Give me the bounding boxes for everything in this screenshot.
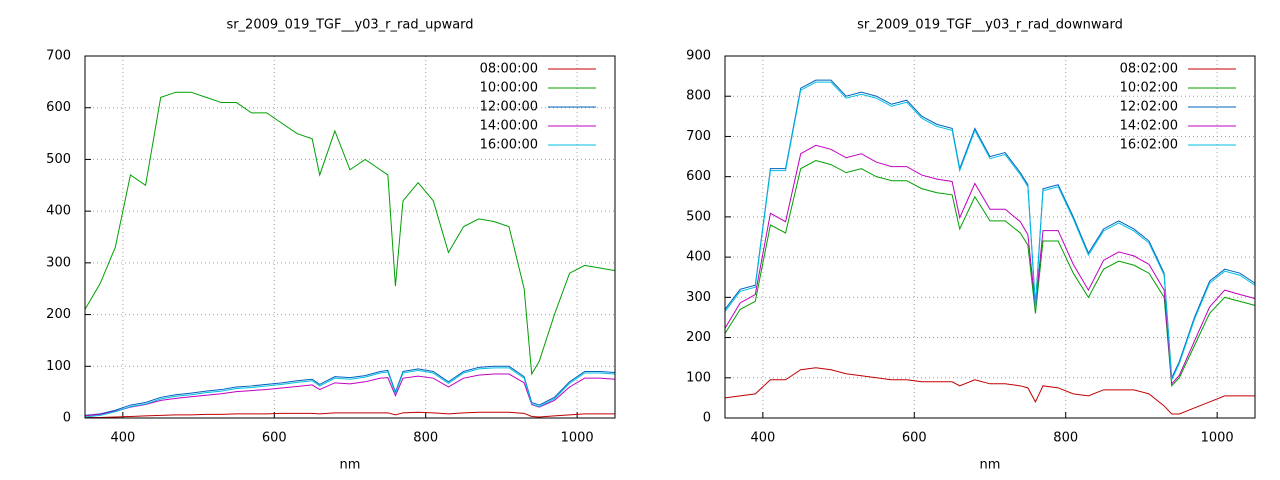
legend-label: 14:02:00 [1120, 119, 1178, 134]
plot-frame [84, 55, 616, 419]
legend-label: 16:02:00 [1120, 138, 1178, 153]
y-tick-label: 200 [686, 330, 711, 345]
legend-label: 08:02:00 [1120, 62, 1178, 77]
y-tick-label: 100 [46, 359, 71, 374]
x-tick-label: 800 [1053, 431, 1078, 446]
legend-label: 10:02:00 [1120, 81, 1178, 96]
data-line [84, 91, 616, 376]
data-line [724, 144, 1256, 386]
chart-title: sr_2009_019_TGF__y03_r_rad_upward [226, 18, 473, 33]
x-tick-label: 400 [750, 431, 775, 446]
legend-label: 10:00:00 [480, 81, 538, 96]
x-axis-label: nm [980, 458, 1001, 473]
y-tick-label: 500 [686, 209, 711, 224]
y-tick-label: 700 [46, 49, 71, 64]
y-tick-label: 0 [703, 411, 711, 426]
y-tick-label: 300 [46, 255, 71, 270]
data-line [724, 81, 1256, 382]
data-line [84, 373, 616, 417]
x-tick-label: 1000 [561, 431, 594, 446]
y-tick-label: 900 [686, 49, 711, 64]
y-tick-label: 600 [686, 169, 711, 184]
x-tick-label: 400 [110, 431, 135, 446]
x-tick-label: 800 [413, 431, 438, 446]
legend-label: 08:00:00 [480, 62, 538, 77]
y-tick-label: 400 [686, 250, 711, 265]
data-line [84, 367, 616, 418]
data-line [724, 367, 1255, 415]
x-tick-label: 1000 [1201, 431, 1234, 446]
y-tick-label: 400 [46, 204, 71, 219]
data-line [84, 365, 616, 416]
y-tick-label: 700 [686, 129, 711, 144]
y-tick-label: 100 [686, 370, 711, 385]
x-tick-label: 600 [262, 431, 287, 446]
legend-label: 12:00:00 [480, 100, 538, 115]
y-tick-label: 200 [46, 307, 71, 322]
plot-frame [724, 55, 1256, 419]
y-tick-label: 600 [46, 100, 71, 115]
y-tick-label: 300 [686, 290, 711, 305]
chart-title: sr_2009_019_TGF__y03_r_rad_downward [857, 18, 1123, 33]
y-tick-label: 500 [46, 152, 71, 167]
data-line [85, 411, 615, 418]
legend-label: 12:02:00 [1120, 100, 1178, 115]
y-tick-label: 0 [63, 411, 71, 426]
x-tick-label: 600 [902, 431, 927, 446]
x-axis-label: nm [340, 458, 361, 473]
data-line [724, 160, 1256, 387]
legend-label: 14:00:00 [480, 119, 538, 134]
y-tick-label: 800 [686, 89, 711, 104]
legend-label: 16:00:00 [480, 138, 538, 153]
